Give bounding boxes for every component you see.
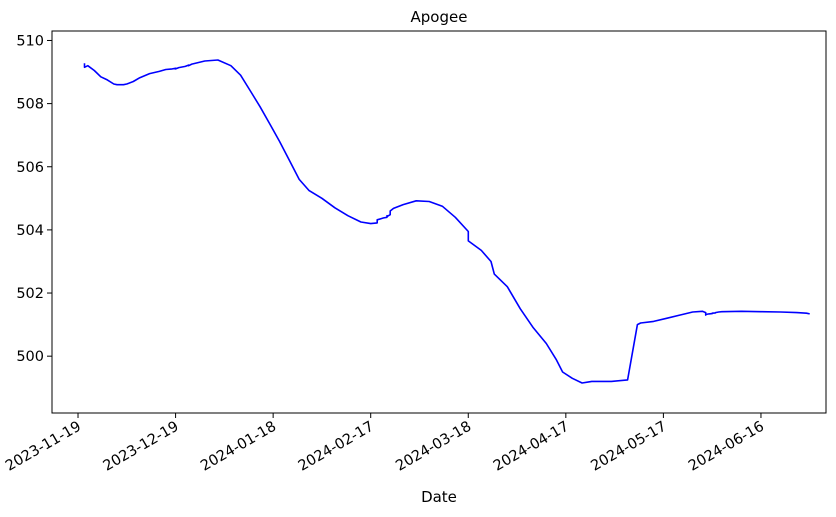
x-tick-label: 2024-01-18 — [198, 419, 279, 475]
x-tick-label: 2024-04-17 — [491, 419, 572, 475]
series-line — [83, 59, 810, 384]
y-tick-label: 500 — [16, 349, 44, 365]
x-axis-label: Date — [421, 488, 457, 506]
y-tick-label: 506 — [16, 160, 44, 176]
chart-title: Apogee — [411, 8, 468, 26]
y-axis: 500 502 504 506 508 510 — [16, 33, 52, 365]
y-tick-label: 508 — [16, 97, 44, 113]
y-tick-label: 502 — [16, 286, 44, 302]
y-tick-label: 504 — [16, 223, 44, 239]
x-tick-label: 2024-03-18 — [393, 419, 474, 475]
x-tick-label: 2024-02-17 — [296, 419, 377, 475]
x-axis: 2023-11-19 2023-12-19 2024-01-18 2024-02-17… — [3, 413, 767, 475]
x-tick-label: 2023-11-19 — [3, 419, 84, 475]
plot-area — [52, 31, 826, 413]
y-tick-label: 510 — [16, 33, 44, 49]
x-tick-label: 2023-12-19 — [101, 419, 182, 475]
x-tick-label: 2024-06-16 — [686, 419, 767, 475]
plot-frame — [51, 30, 827, 414]
x-tick-label: 2024-05-17 — [588, 419, 669, 475]
